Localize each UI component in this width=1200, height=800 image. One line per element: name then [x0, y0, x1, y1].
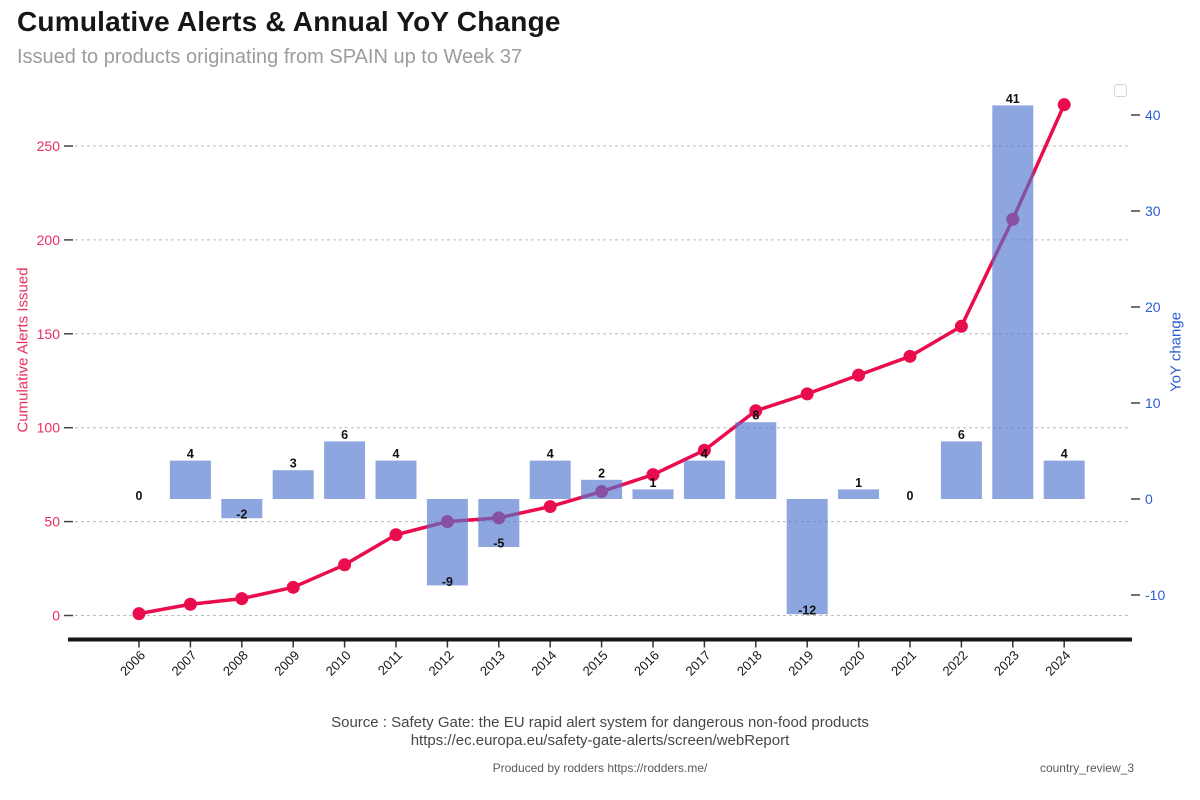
left-tick-label: 100 [37, 420, 61, 436]
bar-value-label: -5 [493, 537, 504, 551]
bar[interactable] [581, 479, 623, 499]
x-axis-line [68, 637, 1132, 642]
right-tick-label: 10 [1145, 395, 1161, 411]
bar-value-label: 41 [1006, 92, 1020, 106]
bar-value-label: 3 [290, 457, 297, 471]
bar-value-label: 2 [598, 466, 605, 480]
bar[interactable] [375, 460, 417, 499]
cumulative-line[interactable] [137, 102, 1066, 616]
x-tick-label: 2020 [837, 648, 868, 679]
bar-value-label: 4 [393, 447, 400, 461]
line-marker[interactable] [646, 468, 660, 482]
bar[interactable] [169, 460, 211, 499]
bar[interactable] [478, 499, 520, 547]
bar-value-label: 0 [907, 489, 914, 503]
line-marker[interactable] [132, 607, 146, 621]
line-marker[interactable] [338, 558, 352, 572]
bar[interactable] [529, 460, 571, 499]
line-marker[interactable] [852, 368, 866, 382]
line-marker[interactable] [903, 349, 917, 363]
legend-toggle-box[interactable] [1114, 84, 1127, 97]
x-tick-label: 2016 [631, 648, 662, 679]
bar-value-label: 6 [341, 428, 348, 442]
x-tick-label: 2010 [323, 648, 354, 679]
x-tick-label: 2023 [991, 648, 1022, 679]
right-tick-label: 20 [1145, 299, 1161, 315]
bar-value-label: 8 [752, 409, 759, 423]
source-line-1: Source : Safety Gate: the EU rapid alert… [331, 714, 869, 731]
bar[interactable] [324, 441, 366, 499]
x-tick-label: 2011 [375, 648, 405, 678]
bar-value-label: 1 [855, 476, 862, 490]
source-note: Source : Safety Gate: the EU rapid alert… [0, 714, 1200, 749]
bar[interactable] [221, 499, 263, 519]
line-marker[interactable] [954, 319, 968, 333]
left-tick-label: 50 [44, 514, 60, 530]
source-line-2: https://ec.europa.eu/safety-gate-alerts/… [410, 731, 790, 749]
bar[interactable] [940, 441, 982, 499]
bar[interactable] [735, 422, 777, 499]
bar-value-label: 6 [958, 428, 965, 442]
x-tick-label: 2015 [580, 648, 611, 679]
left-tick-label: 0 [52, 608, 60, 624]
left-tick-label: 200 [37, 232, 61, 248]
bar-value-label: 4 [547, 447, 554, 461]
line-marker[interactable] [749, 404, 763, 418]
x-tick-label: 2019 [785, 648, 816, 679]
right-tick-label: 30 [1145, 203, 1161, 219]
x-tick-label: 2008 [220, 648, 251, 679]
line-marker[interactable] [286, 580, 300, 594]
x-tick-label: 2024 [1042, 648, 1073, 679]
x-tick-label: 2009 [271, 648, 302, 679]
bar[interactable] [1043, 460, 1085, 499]
bar[interactable] [683, 460, 725, 499]
bar-value-label: 0 [136, 489, 143, 503]
right-tick-label: -10 [1145, 587, 1165, 603]
doc-ref-label: country_review_3 [1039, 761, 1134, 775]
bar-value-label: 1 [650, 476, 657, 490]
x-tick-label: 2014 [528, 648, 559, 679]
x-tick-label: 2022 [939, 648, 970, 679]
left-axis-title: Cumulative Alerts Issued [14, 267, 32, 433]
bar[interactable] [992, 105, 1034, 500]
bar[interactable] [272, 470, 314, 499]
x-tick-label: 2012 [425, 648, 456, 679]
bar-value-label: 4 [187, 447, 194, 461]
line-marker[interactable] [235, 592, 249, 606]
bar[interactable] [786, 499, 828, 615]
line-marker[interactable] [697, 443, 711, 457]
x-tick-label: 2007 [168, 648, 199, 679]
line-marker[interactable] [1057, 98, 1071, 112]
chart-title: Cumulative Alerts & Annual YoY Change [17, 6, 561, 37]
bar[interactable] [838, 489, 880, 499]
bar-value-label: -2 [236, 508, 247, 522]
bar-value-label: 4 [1061, 447, 1068, 461]
line-marker[interactable] [183, 597, 197, 611]
bar[interactable] [426, 499, 468, 586]
line-marker[interactable] [543, 500, 557, 514]
right-tick-label: 40 [1145, 107, 1161, 123]
x-tick-label: 2021 [888, 648, 919, 679]
x-tick-label: 2018 [734, 648, 765, 679]
right-axis-title: YoY change [1167, 311, 1185, 393]
x-tick-label: 2017 [682, 648, 713, 679]
left-tick-label: 150 [37, 326, 61, 342]
bar-value-label: 4 [701, 447, 708, 461]
chart-subtitle: Issued to products originating from SPAI… [17, 46, 523, 68]
line-marker[interactable] [389, 528, 403, 542]
produced-by-note: Produced by rodders https://rodders.me/ [492, 761, 708, 775]
x-tick-label: 2013 [477, 648, 508, 679]
left-tick-label: 250 [37, 138, 61, 154]
bar[interactable] [632, 489, 674, 499]
x-tick-label: 2006 [117, 648, 148, 679]
right-tick-label: 0 [1145, 491, 1153, 507]
bar-value-label: -9 [442, 575, 453, 589]
bar-value-label: -12 [798, 604, 816, 618]
line-marker[interactable] [800, 387, 814, 401]
